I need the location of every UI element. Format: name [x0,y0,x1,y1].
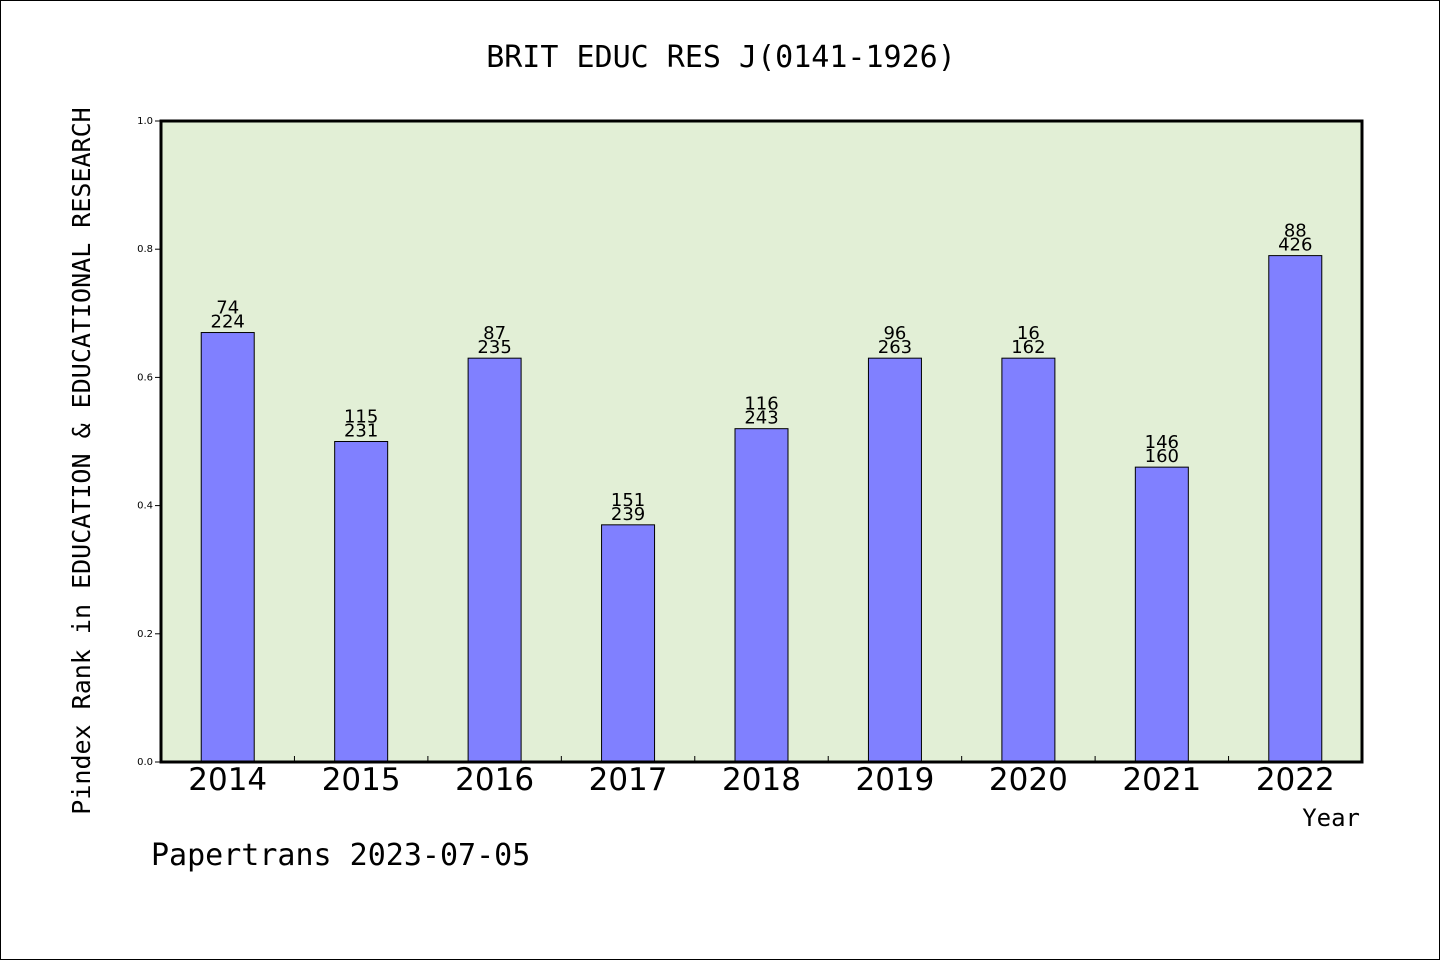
x-tick-label: 2015 [322,762,401,798]
plot-border [159,119,1364,764]
y-tick-label: 0.4 [137,501,153,512]
bar-rank-label: 87 [483,323,506,344]
bar-total-label: 231 [344,421,378,442]
y-tick-label: 1.0 [137,116,153,127]
bar-2021 [1134,466,1189,763]
bar-rank-label: 116 [744,394,778,415]
bar-2019 [867,357,922,763]
bar-total-label: 263 [878,337,912,358]
bar-total-label: 426 [1278,235,1312,256]
bar-2018 [734,428,789,763]
bar-total-label: 224 [211,312,245,333]
bar-rank-label: 88 [1284,221,1307,242]
bar-rank-label: 146 [1145,432,1179,453]
bar-total-label: 160 [1145,446,1179,467]
bar-2016 [467,357,522,763]
bar-rank-label: 96 [883,323,906,344]
x-tick-label: 2021 [1122,762,1201,798]
bar-total-label: 243 [744,408,778,429]
x-tick-label: 2020 [989,762,1068,798]
footer-date-stamp: Papertrans 2023-07-05 [151,838,530,873]
bars [200,255,1323,763]
x-tick-label: 2022 [1256,762,1335,798]
bar-total-label: 235 [477,337,511,358]
x-tick-label: 2019 [855,762,934,798]
bar-rank-label: 115 [344,407,378,428]
x-axis-ticks: 2014 2015 2016 2017 2018 2019 2020 2021 2022 [188,756,1335,798]
x-axis-label: Year [1302,804,1360,832]
y-tick-label: 0.6 [137,372,153,383]
x-tick-label: 2014 [188,762,267,798]
y-axis-ticks: 0.0 0.2 0.4 0.6 0.8 1.0 [137,116,161,768]
bar-rank-label: 151 [611,490,645,511]
y-tick-label: 0.0 [137,757,153,768]
bar-2015 [334,441,389,763]
bar-total-label: 162 [1011,337,1045,358]
y-tick-label: 0.2 [137,629,153,640]
chart-title: BRIT EDUC RES J(0141-1926) [486,40,956,75]
y-tick-label: 0.8 [137,244,153,255]
bar-2017 [601,524,656,763]
x-tick-label: 2017 [589,762,668,798]
bar-2014 [200,332,255,763]
bar-total-label: 239 [611,504,645,525]
x-tick-label: 2018 [722,762,801,798]
x-tick-label: 2016 [455,762,534,798]
bar-2020 [1001,357,1056,763]
bar-rank-label: 74 [216,298,239,319]
y-axis-label: Pindex Rank in EDUCATION & EDUCATIONAL R… [67,107,96,814]
bar-2022 [1268,255,1323,763]
bar-rank-label: 16 [1017,323,1040,344]
